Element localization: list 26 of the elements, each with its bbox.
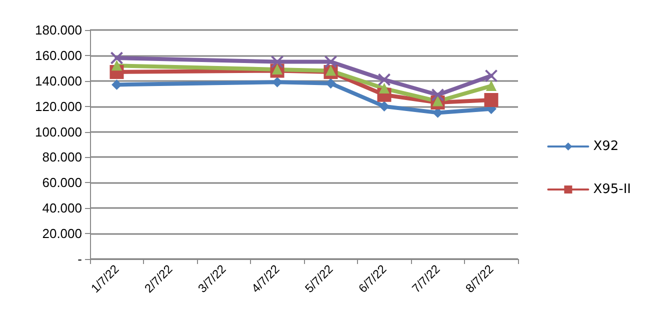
point [326, 78, 336, 88]
y-tick-label: 140.000 [35, 73, 82, 88]
point [272, 77, 282, 88]
point [324, 55, 338, 68]
point [486, 80, 496, 91]
y-tick-label: - [78, 252, 82, 266]
point [112, 60, 122, 71]
y-tick-label: 60.000 [42, 175, 82, 190]
point [270, 55, 284, 68]
y-tick-label: 160.000 [35, 48, 82, 63]
y-tick-label: 20.000 [42, 226, 82, 242]
point [112, 80, 122, 90]
y-tick-label: 80.000 [42, 150, 82, 165]
point [431, 88, 444, 102]
point [379, 84, 390, 94]
point [484, 69, 498, 82]
y-tick-label: 120.000 [35, 98, 82, 114]
point [484, 92, 498, 107]
y-tick-label: 40.000 [42, 200, 82, 216]
legend-label: X95-II [593, 182, 632, 197]
point [110, 51, 124, 64]
point [379, 101, 390, 112]
y-tick-label: 180.000 [35, 22, 82, 38]
point [378, 73, 391, 86]
y-tick-label: 100.000 [35, 124, 82, 140]
legend-label: X92 [593, 139, 619, 154]
